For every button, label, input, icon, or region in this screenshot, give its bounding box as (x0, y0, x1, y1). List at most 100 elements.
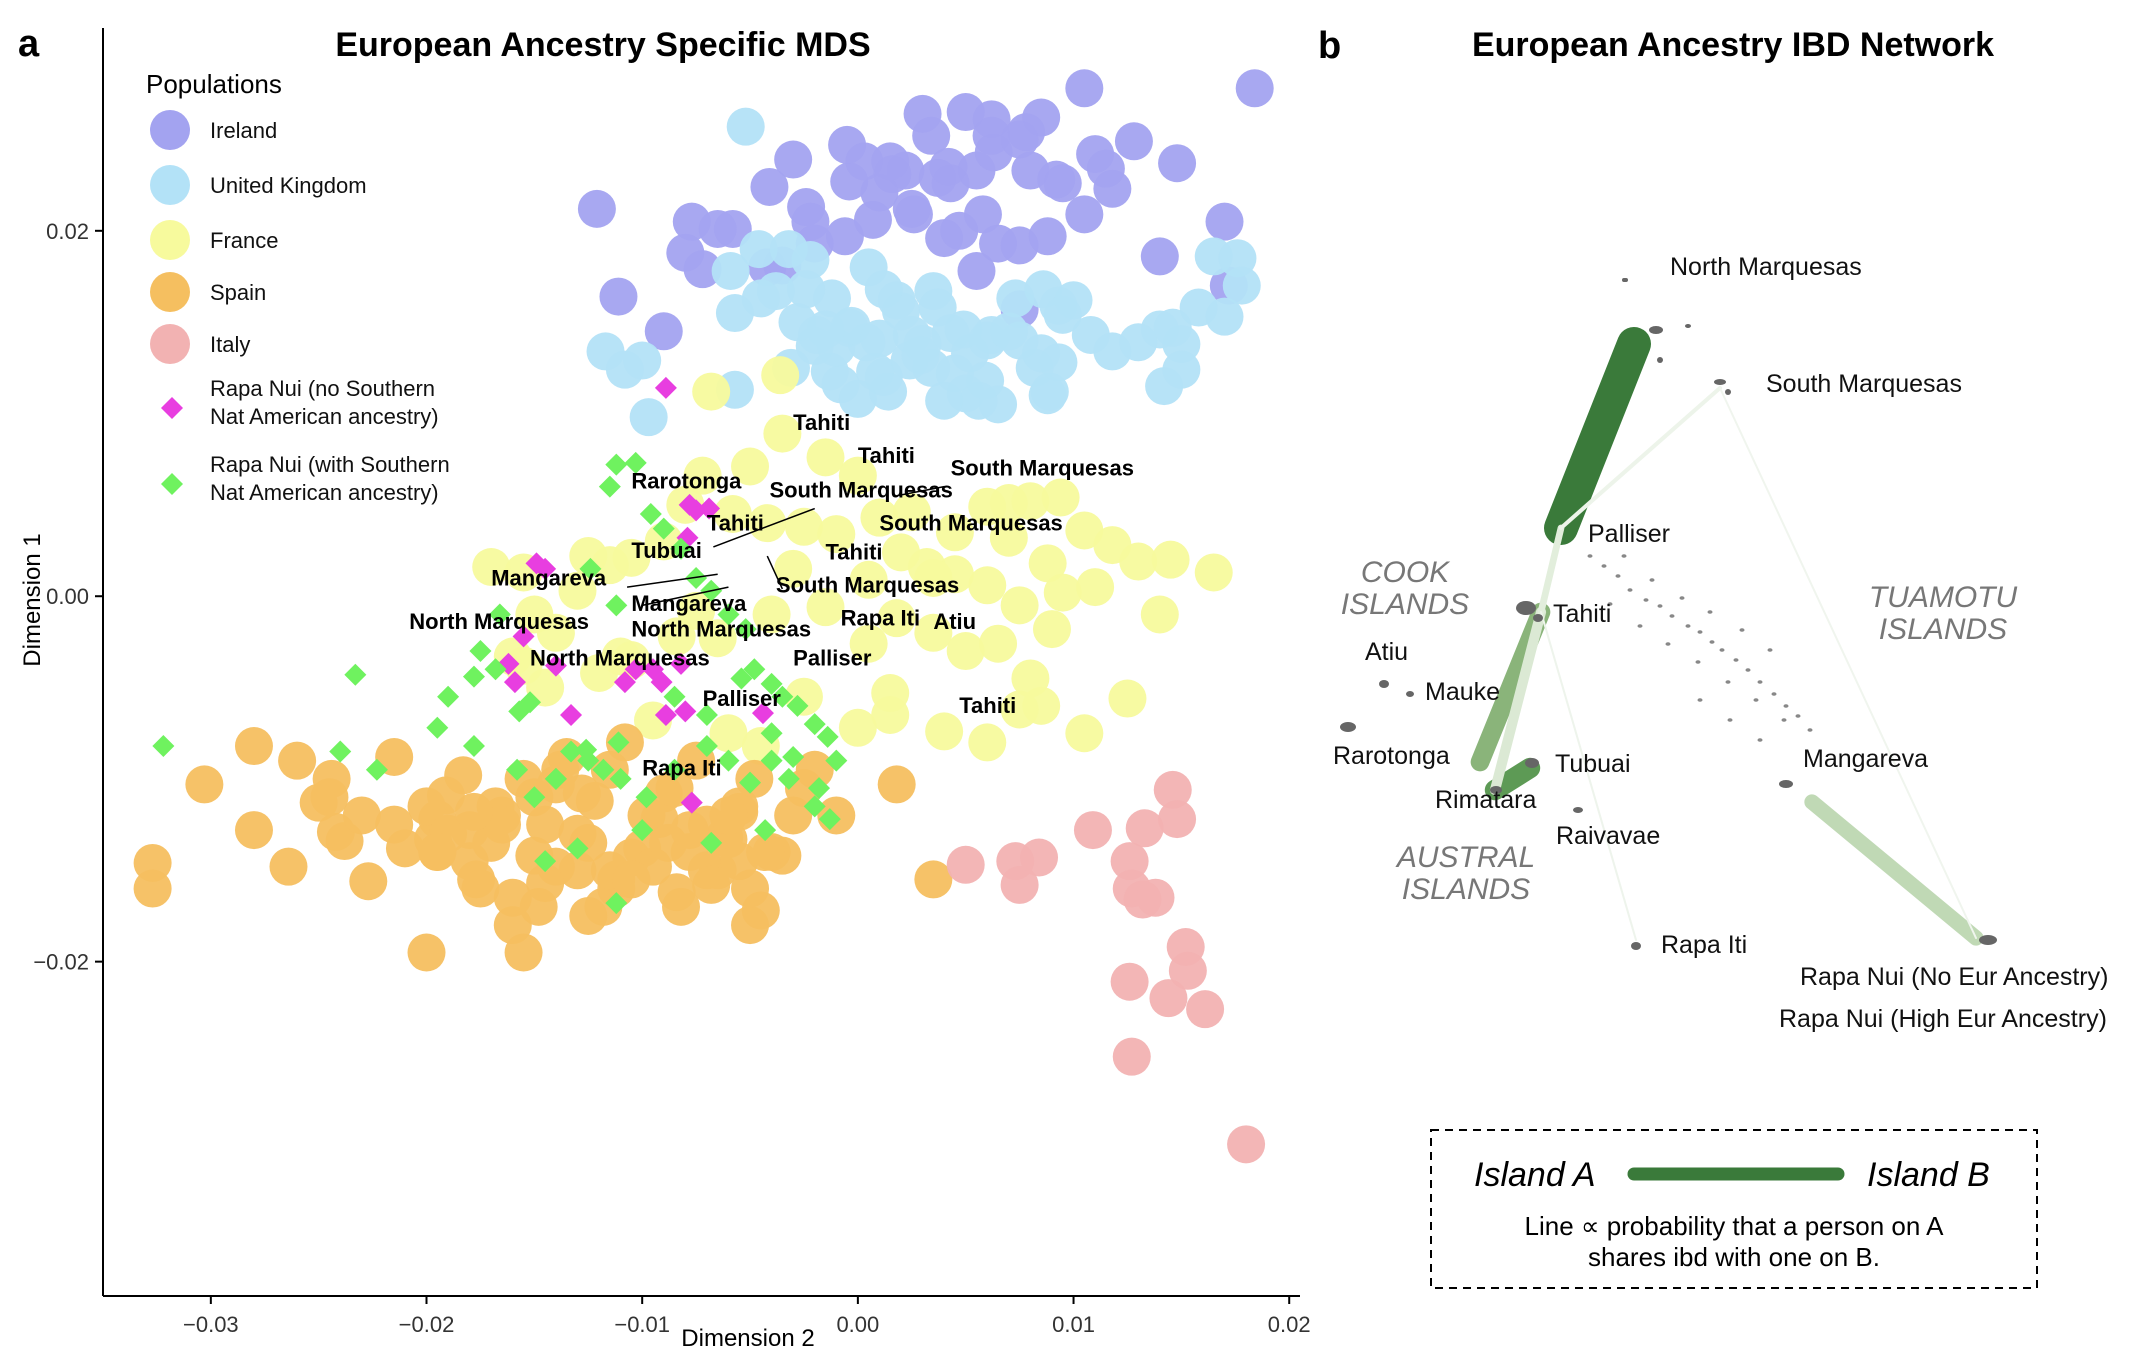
atoll-dot (1627, 588, 1633, 592)
point-rapa-nui-with-southern-nat-american-ancestry (605, 594, 628, 617)
point-ireland (912, 116, 951, 155)
point-rapa-nui-with-southern-nat-american-ancestry (760, 722, 783, 745)
point-ireland (860, 173, 899, 212)
key-island-a: Island A (1474, 1156, 1596, 1194)
leader-line (626, 573, 718, 588)
archipelago-tuamotu-line2: ISLANDS (1879, 613, 2007, 646)
point-rapa-nui-with-southern-nat-american-ancestry (760, 672, 783, 695)
point-rapa-nui-no-southern-nat-american-ancestry (544, 654, 567, 677)
point-italy (1149, 979, 1188, 1018)
atoll-dot (1697, 630, 1703, 634)
point-france (1032, 610, 1071, 649)
y-tick-label: 0.00 (46, 584, 89, 609)
point-ireland (599, 277, 638, 316)
edge-north-marquesas-palliser (1544, 327, 1651, 545)
point-rapa-nui-with-southern-nat-american-ancestry (818, 808, 841, 831)
atoll-dot (1643, 598, 1649, 602)
point-rapa-nui-with-southern-nat-american-ancestry (754, 819, 777, 842)
point-united-kingdom (869, 372, 908, 411)
atoll-dot (1697, 698, 1703, 702)
point-france (979, 624, 1018, 663)
island-shape (1525, 758, 1539, 768)
atoll-dot (1621, 554, 1627, 558)
legend-marker (150, 272, 190, 312)
point-label-rapa-iti: Rapa Iti (642, 755, 721, 780)
point-ireland (1043, 164, 1082, 203)
x-tick-label: −0.01 (614, 1312, 670, 1337)
point-ireland (825, 217, 864, 256)
point-spain (670, 811, 709, 850)
series-rapa-nui-no-southern-nat-american-ancestry (497, 376, 774, 814)
point-label-tubuai: Tubuai (631, 538, 701, 563)
point-rapa-nui-with-southern-nat-american-ancestry (534, 850, 557, 873)
archipelago-tuamotu-line1: TUAMOTU (1869, 581, 2018, 614)
point-france (784, 507, 823, 546)
point-ireland (946, 93, 985, 132)
point-italy (1110, 842, 1149, 881)
legend-marker (150, 220, 190, 260)
point-rapa-nui-no-southern-nat-american-ancestry (512, 625, 535, 648)
point-spain (795, 750, 834, 789)
point-italy (1168, 951, 1207, 990)
leader-line (766, 555, 784, 590)
point-united-kingdom (1162, 350, 1201, 389)
point-rapa-nui-with-southern-nat-american-ancestry (739, 771, 762, 794)
point-france (871, 674, 910, 713)
point-rapa-nui-with-southern-nat-american-ancestry (695, 703, 718, 726)
island-label-palliser: Palliser (1588, 520, 1670, 548)
point-rapa-nui-with-southern-nat-american-ancestry (579, 557, 602, 580)
point-france (709, 714, 748, 753)
edge-south-marquesas-rapa-nui-no-eur-ancestry (1719, 387, 1977, 939)
point-united-kingdom (1030, 372, 1069, 411)
point-spain (558, 814, 597, 853)
atoll-dot (1685, 624, 1691, 628)
point-france (806, 438, 845, 477)
legend-title: Populations (146, 69, 282, 99)
point-rapa-nui-with-southern-nat-american-ancestry (803, 713, 826, 736)
point-rapa-nui-with-southern-nat-american-ancestry (639, 503, 662, 526)
point-united-kingdom (787, 270, 826, 309)
island-label-mangareva: Mangareva (1803, 745, 1928, 773)
point-italy (1125, 809, 1164, 848)
island-shape (1631, 942, 1641, 950)
point-rapa-nui-no-southern-nat-american-ancestry (641, 658, 664, 681)
point-spain (234, 727, 273, 766)
point-rapa-nui-no-southern-nat-american-ancestry (624, 658, 647, 681)
atoll-dot (1707, 610, 1713, 614)
point-italy (1158, 800, 1197, 839)
point-united-kingdom (838, 379, 877, 418)
x-tick-label: 0.01 (1052, 1312, 1095, 1337)
point-france (1151, 540, 1190, 579)
point-rapa-nui-with-southern-nat-american-ancestry (808, 777, 831, 800)
leader-line (713, 507, 815, 548)
legend-item-rapa-nui-no-southern-nat-american-ancestry: Rapa Nui (no Southern Nat American ancest… (161, 376, 439, 429)
y-axis-ticks: 0.02 0.00 −0.02 (33, 219, 103, 975)
leader-line (642, 586, 729, 607)
point-rapa-nui-with-southern-nat-american-ancestry (816, 725, 839, 748)
point-rapa-nui-with-southern-nat-american-ancestry (488, 603, 511, 626)
legend-label: Spain (210, 280, 266, 305)
point-france (731, 447, 770, 486)
point-united-kingdom (1119, 323, 1158, 362)
island-shape (1685, 324, 1691, 328)
legend-label: Nat American ancestry) (210, 404, 439, 429)
island-label-raivavae: Raivavae (1556, 822, 1660, 850)
point-france (683, 456, 722, 495)
point-spain (342, 796, 381, 835)
point-ireland (972, 116, 1011, 155)
point-spain (731, 869, 770, 908)
atoll-dot (1657, 604, 1663, 608)
point-france (472, 547, 511, 586)
point-united-kingdom (711, 252, 750, 291)
legend-marker (150, 110, 190, 150)
series-france (472, 356, 1233, 766)
island-label-north-marquesas: North Marquesas (1670, 253, 1862, 281)
point-united-kingdom (1054, 281, 1093, 320)
legend-label: Ireland (210, 118, 277, 143)
point-ireland (750, 167, 789, 206)
point-rapa-nui-with-southern-nat-american-ancestry (717, 603, 740, 626)
point-label-atiu: Atiu (933, 609, 976, 634)
network-key: Island A Island B Line ∝ probability tha… (1430, 1129, 2038, 1289)
point-spain (709, 796, 748, 835)
tuamotu-atolls (1587, 554, 1813, 742)
